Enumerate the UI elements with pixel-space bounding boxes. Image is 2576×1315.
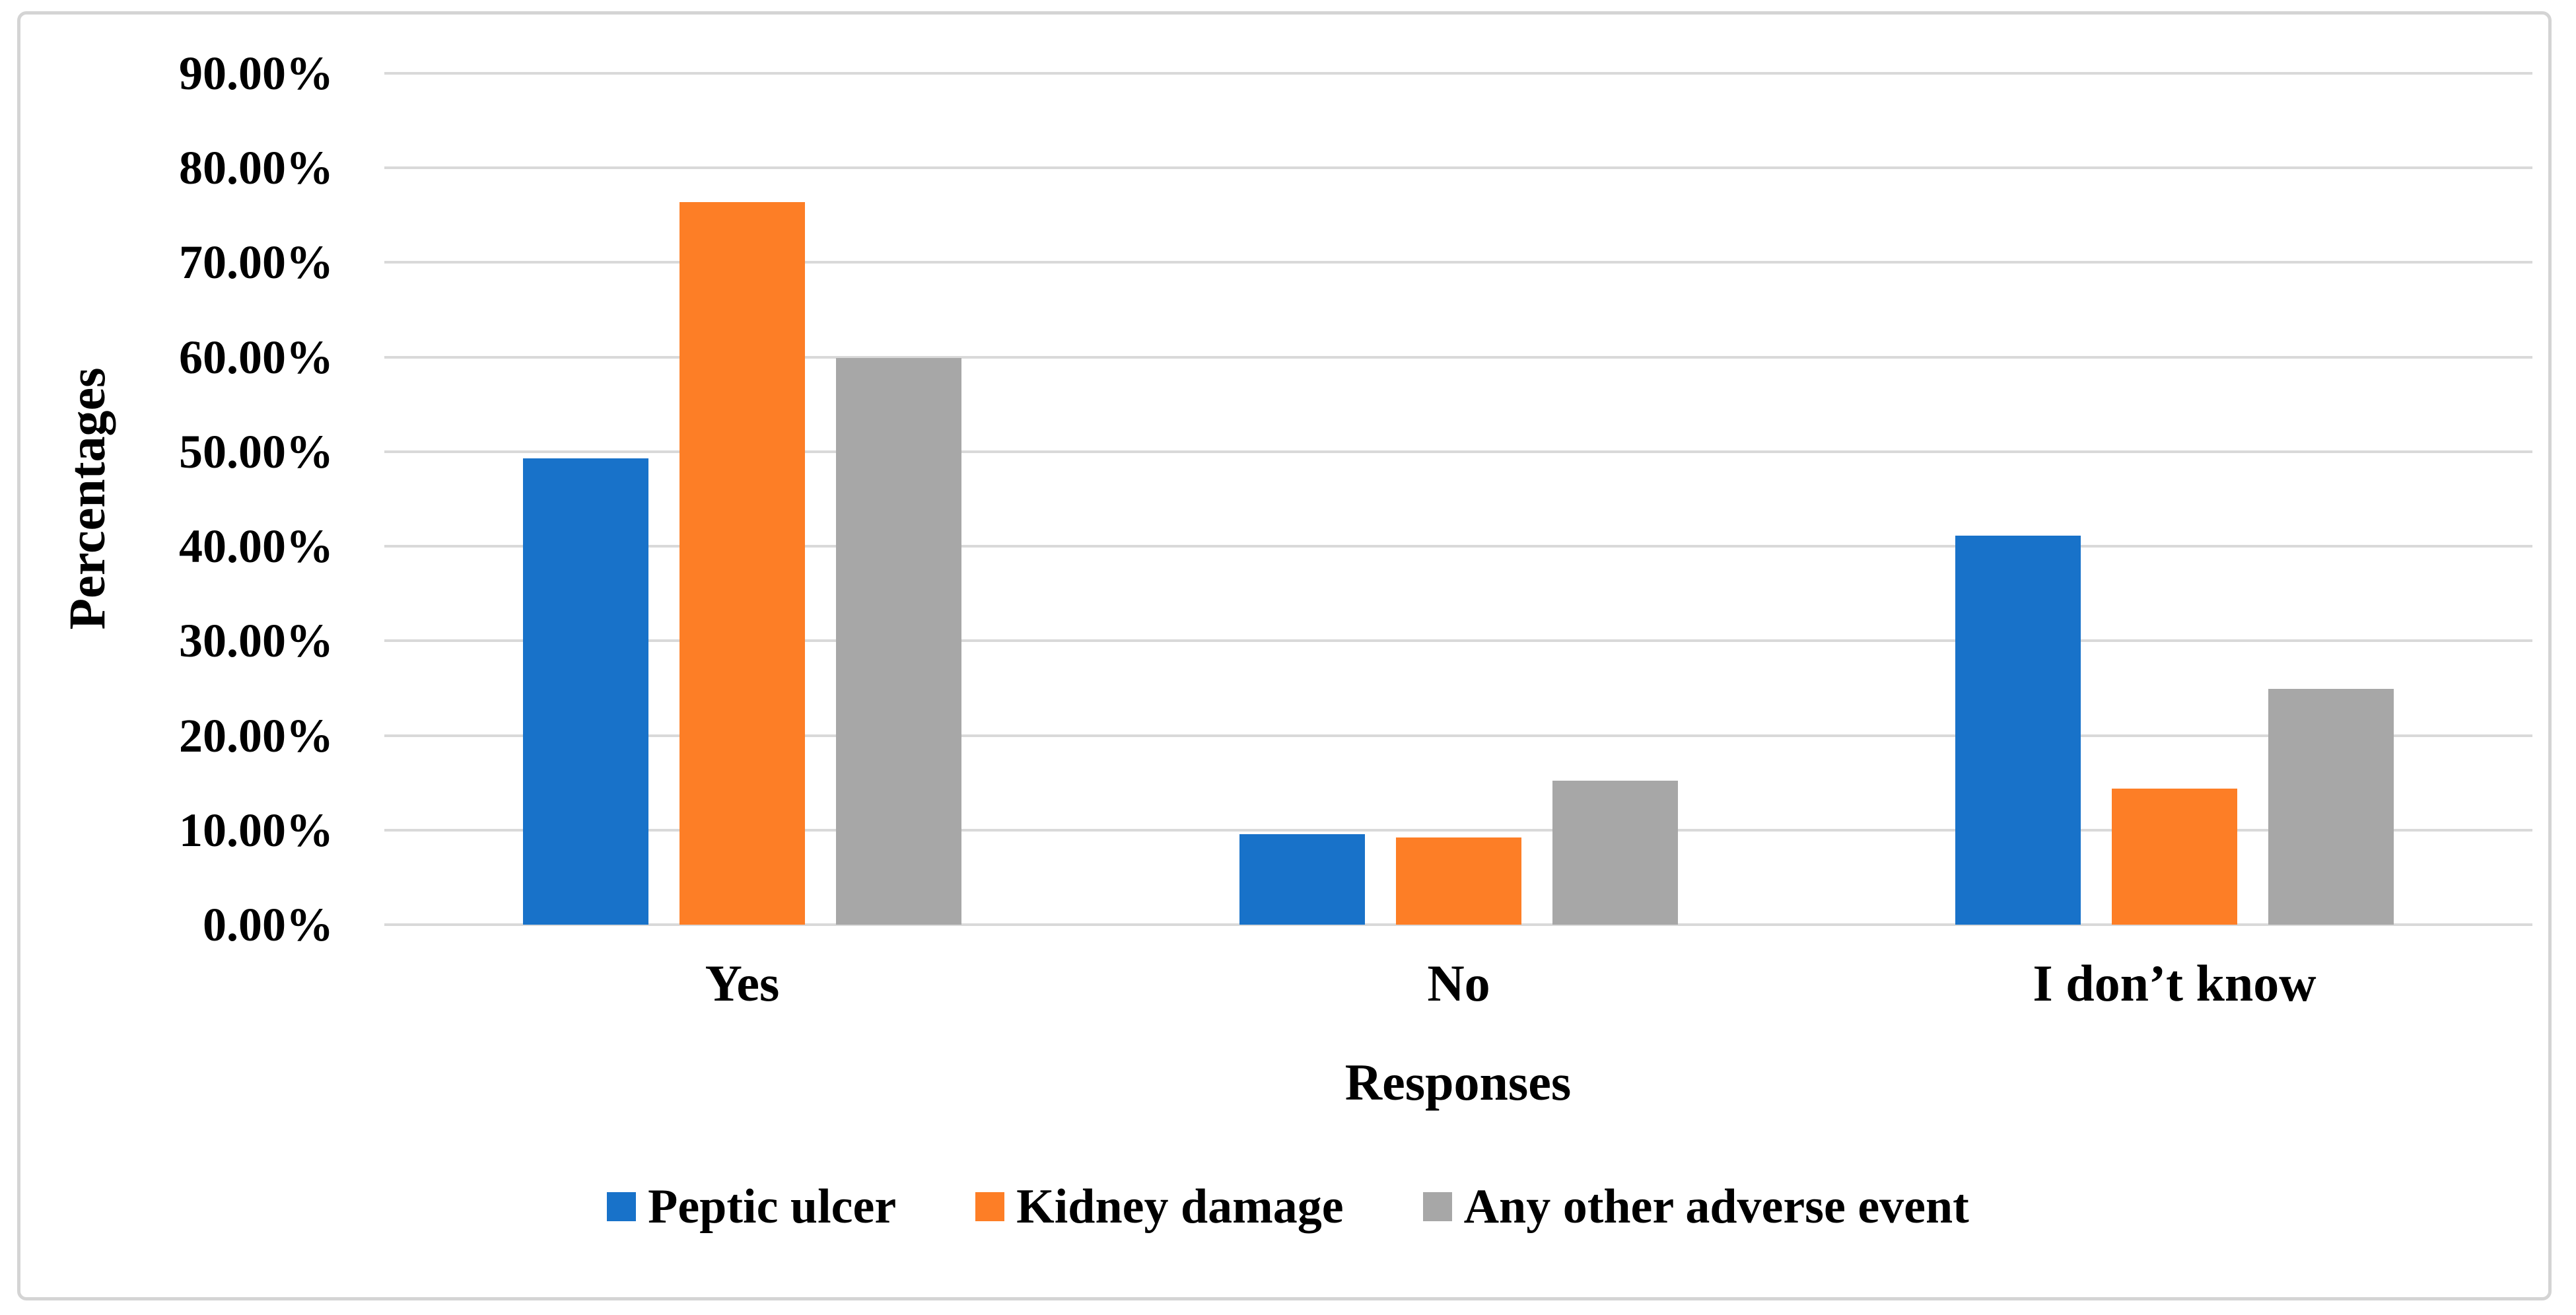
y-tick-label: 0.00% xyxy=(203,898,333,951)
x-tick-label-yes: Yes xyxy=(705,954,780,1012)
bar-peptic-ulcer-yes xyxy=(523,458,648,925)
gridline-60 xyxy=(384,355,2532,359)
bar-kidney-damage-i-don-t-know xyxy=(2112,789,2237,925)
gridline-90 xyxy=(384,72,2532,75)
legend-item-peptic-ulcer: Peptic ulcer xyxy=(607,1182,896,1231)
y-tick-label: 10.00% xyxy=(179,803,333,857)
legend-swatch-icon xyxy=(975,1192,1005,1221)
bar-peptic-ulcer-no xyxy=(1239,834,1365,925)
y-tick-label: 20.00% xyxy=(179,709,333,762)
bar-peptic-ulcer-i-don-t-know xyxy=(1955,536,2081,925)
legend-item-any-other-adverse-event: Any other adverse event xyxy=(1422,1180,1969,1234)
legend-swatch-icon xyxy=(607,1192,637,1221)
legend-swatch-icon xyxy=(1422,1192,1452,1221)
y-axis-title: Percentages xyxy=(58,367,116,630)
gridline-80 xyxy=(384,166,2532,170)
bar-kidney-damage-yes xyxy=(679,202,805,925)
gridline-0 xyxy=(384,923,2532,926)
y-tick-label: 90.00% xyxy=(179,47,333,100)
chart-canvas xyxy=(17,11,2552,1300)
y-tick-label: 30.00% xyxy=(179,614,333,668)
x-tick-label-no: No xyxy=(1427,954,1490,1012)
gridline-10 xyxy=(384,828,2532,832)
gridline-30 xyxy=(384,639,2532,643)
y-tick-label: 50.00% xyxy=(179,425,333,478)
gridline-40 xyxy=(384,545,2532,548)
legend-item-kidney-damage: Kidney damage xyxy=(975,1180,1344,1234)
gridline-20 xyxy=(384,734,2532,737)
x-tick-label-i-don-t-know: I don’t know xyxy=(2033,954,2316,1012)
bar-any-other-adverse-event-yes xyxy=(836,358,961,925)
y-tick-label: 40.00% xyxy=(179,520,333,573)
bar-any-other-adverse-event-i-don-t-know xyxy=(2268,689,2394,925)
legend: Peptic ulcer Kidney damage Any other adver… xyxy=(0,1182,2576,1231)
legend-label: Kidney damage xyxy=(1016,1180,1344,1234)
y-tick-label: 60.00% xyxy=(179,330,333,384)
y-tick-label: 80.00% xyxy=(179,141,333,195)
bar-kidney-damage-no xyxy=(1396,837,1521,925)
gridline-70 xyxy=(384,261,2532,264)
legend-label: Any other adverse event xyxy=(1463,1180,1969,1234)
y-tick-label: 70.00% xyxy=(179,236,333,289)
bar-any-other-adverse-event-no xyxy=(1552,781,1678,925)
legend-label: Peptic ulcer xyxy=(648,1180,897,1234)
gridline-50 xyxy=(384,450,2532,453)
x-axis-title: Responses xyxy=(1344,1053,1572,1111)
